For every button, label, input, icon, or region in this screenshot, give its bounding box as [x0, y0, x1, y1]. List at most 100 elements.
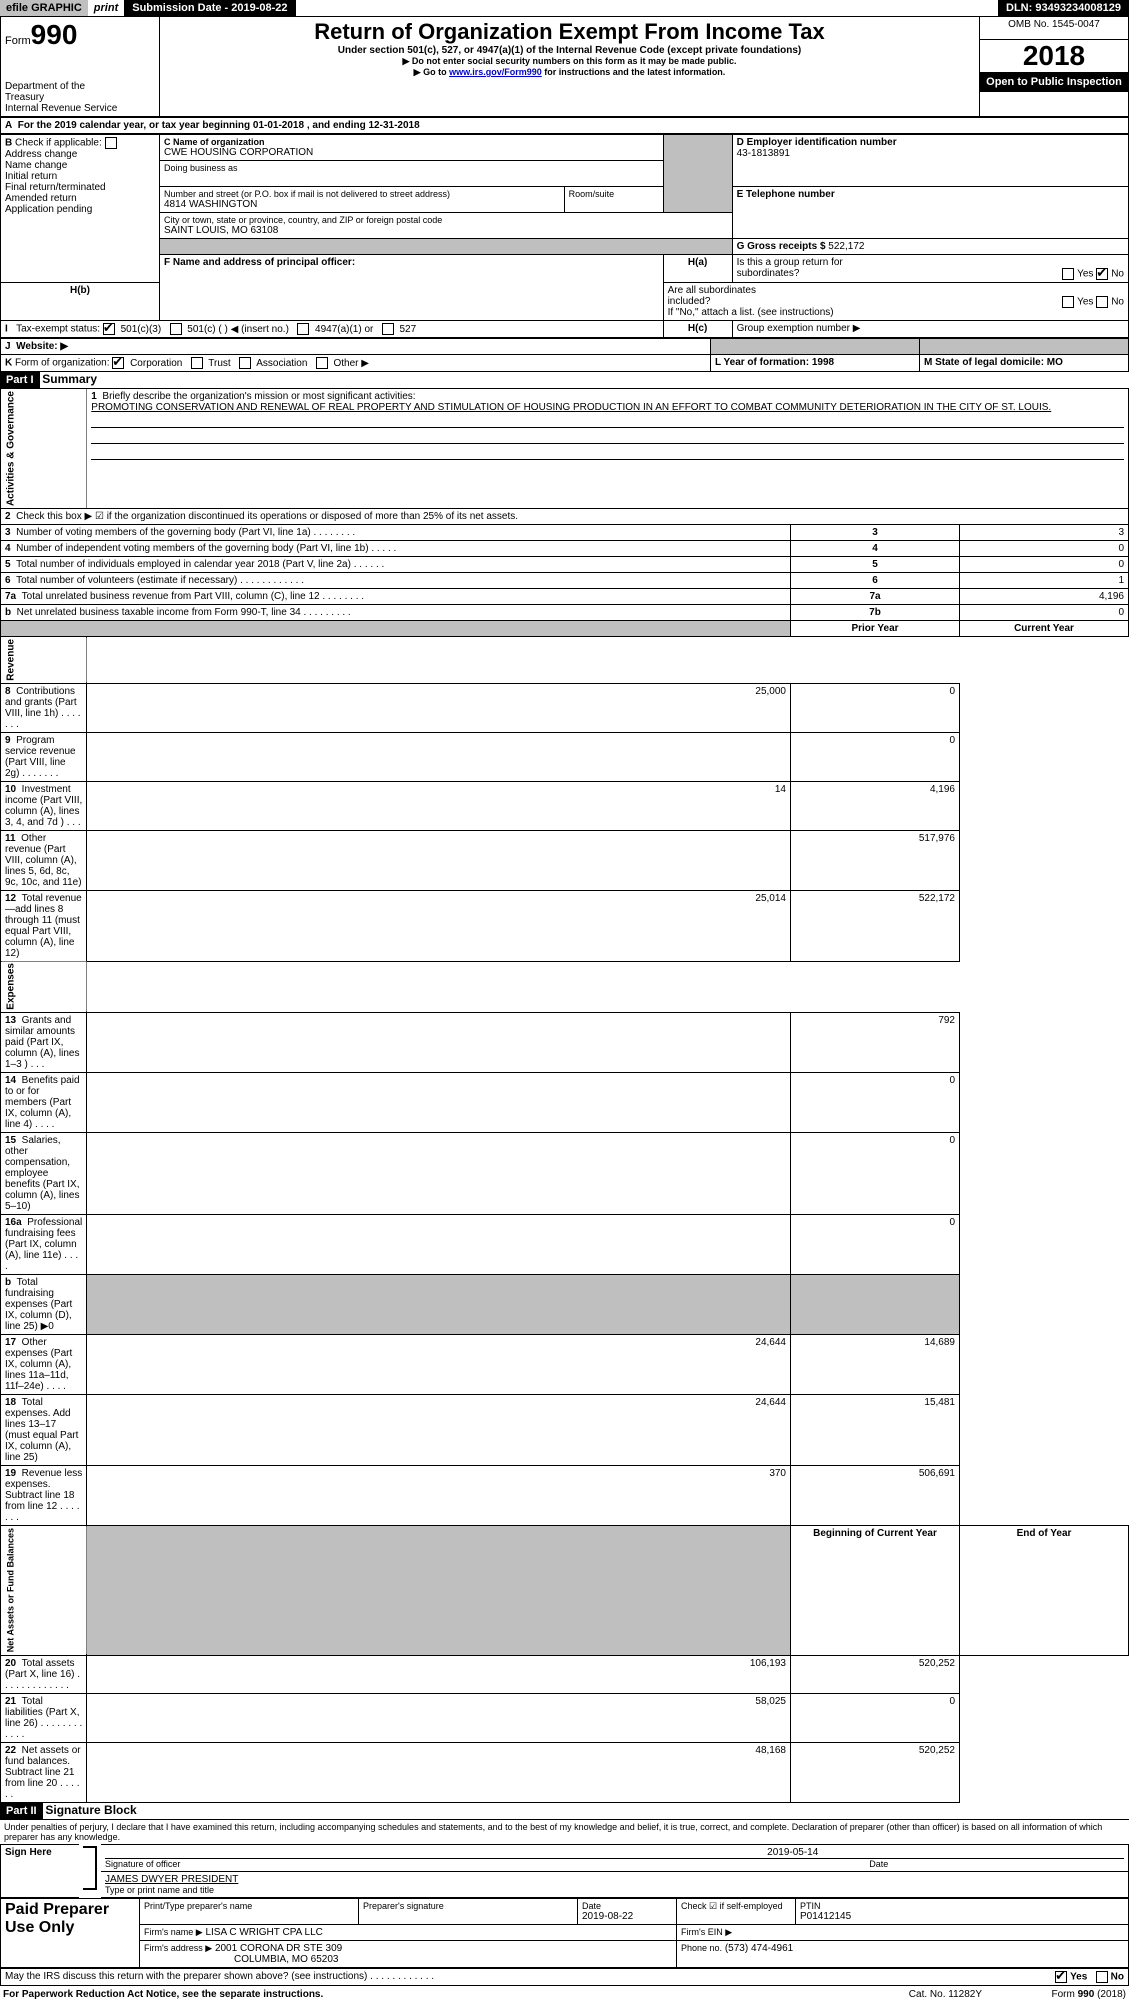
k-check[interactable]: [316, 357, 328, 369]
city-label: City or town, state or province, country…: [164, 215, 728, 225]
table-row: 9 Program service revenue (Part VIII, li…: [1, 732, 1129, 781]
c-name-label: C Name of organization: [164, 137, 659, 147]
k-check[interactable]: [239, 357, 251, 369]
vlabel-rev: Revenue: [1, 637, 87, 684]
jklm-block: J Website: ▶ K Form of organization: Cor…: [0, 338, 1129, 372]
table-row: 22 Net assets or fund balances. Subtract…: [1, 1742, 1129, 1802]
e-label: E Telephone number: [737, 189, 1124, 200]
table-row: 11 Other revenue (Part VIII, column (A),…: [1, 830, 1129, 890]
gross-receipts: 522,172: [828, 241, 864, 252]
f-label: F Name and address of principal officer:: [164, 257, 355, 268]
mission: PROMOTING CONSERVATION AND RENEWAL OF RE…: [91, 402, 1051, 413]
header-table: Form990 Department of the Treasury Inter…: [0, 16, 1129, 117]
firm-addr1: 2001 CORONA DR STE 309: [215, 1943, 342, 1954]
table-row: 20 Total assets (Part X, line 16) . . . …: [1, 1655, 1129, 1693]
table-row: 5 Total number of individuals employed i…: [1, 557, 1129, 573]
ha-no-check[interactable]: [1096, 268, 1108, 280]
note2: ▶ Go to www.irs.gov/Form990 for instruct…: [164, 67, 975, 78]
discuss-yes-check[interactable]: [1055, 1971, 1067, 1983]
tax-year: 2018: [980, 40, 1128, 72]
table-row: 2 Check this box ▶ ☑ if the organization…: [1, 509, 1129, 525]
paid-preparer-label: Paid Preparer Use Only: [1, 1898, 140, 1967]
applicable-check[interactable]: [105, 137, 117, 149]
declaration: Under penalties of perjury, I declare th…: [0, 1819, 1129, 1844]
i-check[interactable]: [103, 323, 115, 335]
table-row: b Net unrelated business taxable income …: [1, 605, 1129, 621]
form-number: 990: [31, 19, 78, 50]
part1-header: Part I Summary: [0, 372, 1129, 388]
bracket-icon: [83, 1846, 97, 1890]
table-row: 19 Revenue less expenses. Subtract line …: [1, 1466, 1129, 1526]
bh-block: B Check if applicable: Address changeNam…: [0, 134, 1129, 338]
b-item: Address change: [5, 149, 155, 160]
table-row: 3 Number of voting members of the govern…: [1, 525, 1129, 541]
table-row: 16a Professional fundraising fees (Part …: [1, 1215, 1129, 1275]
table-row: 8 Contributions and grants (Part VIII, l…: [1, 683, 1129, 732]
ptin: P01412145: [800, 1911, 1124, 1922]
table-row: 4 Number of independent voting members o…: [1, 541, 1129, 557]
table-row: 18 Total expenses. Add lines 13–17 (must…: [1, 1395, 1129, 1466]
line-a: A For the 2019 calendar year, or tax yea…: [0, 117, 1129, 134]
table-row: 7a Total unrelated business revenue from…: [1, 589, 1129, 605]
part1-table: Activities & Governance 1 Briefly descri…: [0, 388, 1129, 1803]
phone: (573) 474-4961: [725, 1943, 793, 1954]
instructions-link[interactable]: www.irs.gov/Form990: [449, 67, 542, 77]
ein: 43-1813891: [737, 148, 1124, 159]
firm-addr2: COLUMBIA, MO 65203: [234, 1954, 338, 1965]
i-check[interactable]: [382, 323, 394, 335]
b-item: Final return/terminated: [5, 182, 155, 193]
b-item: Name change: [5, 160, 155, 171]
table-row: 15 Salaries, other compensation, employe…: [1, 1133, 1129, 1215]
table-row: 17 Other expenses (Part IX, column (A), …: [1, 1335, 1129, 1395]
discuss-no-check[interactable]: [1096, 1971, 1108, 1983]
org-name: CWE HOUSING CORPORATION: [164, 147, 659, 158]
city-state-zip: SAINT LOUIS, MO 63108: [164, 225, 728, 236]
hb-yes-check[interactable]: [1062, 296, 1074, 308]
dept2: Treasury: [5, 92, 155, 103]
i-check[interactable]: [170, 323, 182, 335]
street-address: 4814 WASHINGTON: [164, 199, 560, 210]
discuss-row: May the IRS discuss this return with the…: [0, 1968, 1129, 1986]
ha-yes-check[interactable]: [1062, 268, 1074, 280]
omb: OMB No. 1545-0047: [980, 17, 1129, 40]
dept3: Internal Revenue Service: [5, 103, 155, 114]
table-row: 12 Total revenue—add lines 8 through 11 …: [1, 890, 1129, 961]
subtitle: Under section 501(c), 527, or 4947(a)(1)…: [164, 45, 975, 56]
footer: For Paperwork Reduction Act Notice, see …: [0, 1986, 1129, 2003]
dept1: Department of the: [5, 81, 155, 92]
print-label[interactable]: print: [94, 2, 118, 14]
submission-date: Submission Date - 2019-08-22: [124, 0, 295, 16]
g-label: G Gross receipts $: [737, 241, 826, 252]
vlabel-ag: Activities & Governance: [1, 389, 87, 509]
b-item: Amended return: [5, 193, 155, 204]
firm-name: LISA C WRIGHT CPA LLC: [205, 1927, 322, 1938]
k-check[interactable]: [191, 357, 203, 369]
title: Return of Organization Exempt From Incom…: [164, 19, 975, 45]
table-row: 6 Total number of volunteers (estimate i…: [1, 573, 1129, 589]
part2-header: Part II Signature Block: [0, 1803, 1129, 1819]
vlabel-exp: Expenses: [1, 961, 87, 1013]
topbar: efile GRAPHIC print Submission Date - 20…: [0, 0, 1129, 16]
open-inspection: Open to Public Inspection: [980, 72, 1128, 92]
sign-table: Sign Here 2019-05-14 Signature of office…: [0, 1844, 1129, 1898]
d-label: D Employer identification number: [737, 137, 1124, 148]
table-row: 10 Investment income (Part VIII, column …: [1, 781, 1129, 830]
vlabel-na: Net Assets or Fund Balances: [1, 1526, 87, 1655]
preparer-table: Paid Preparer Use Only Print/Type prepar…: [0, 1898, 1129, 1968]
b-item: Initial return: [5, 171, 155, 182]
b-item: Application pending: [5, 204, 155, 215]
dba-label: Doing business as: [164, 163, 659, 173]
officer-name: JAMES DWYER PRESIDENT: [105, 1874, 1124, 1885]
addr-label: Number and street (or P.O. box if mail i…: [164, 189, 560, 199]
form-prefix: Form: [5, 35, 31, 47]
sign-here-label: Sign Here: [1, 1844, 80, 1897]
table-row: 14 Benefits paid to or for members (Part…: [1, 1073, 1129, 1133]
note1: ▶ Do not enter social security numbers o…: [164, 56, 975, 67]
hb-no-check[interactable]: [1096, 296, 1108, 308]
room-label: Room/suite: [569, 189, 659, 199]
k-check[interactable]: [112, 357, 124, 369]
table-row: 13 Grants and similar amounts paid (Part…: [1, 1013, 1129, 1073]
efile-label: efile GRAPHIC: [0, 0, 88, 16]
table-row: b Total fundraising expenses (Part IX, c…: [1, 1275, 1129, 1335]
i-check[interactable]: [297, 323, 309, 335]
